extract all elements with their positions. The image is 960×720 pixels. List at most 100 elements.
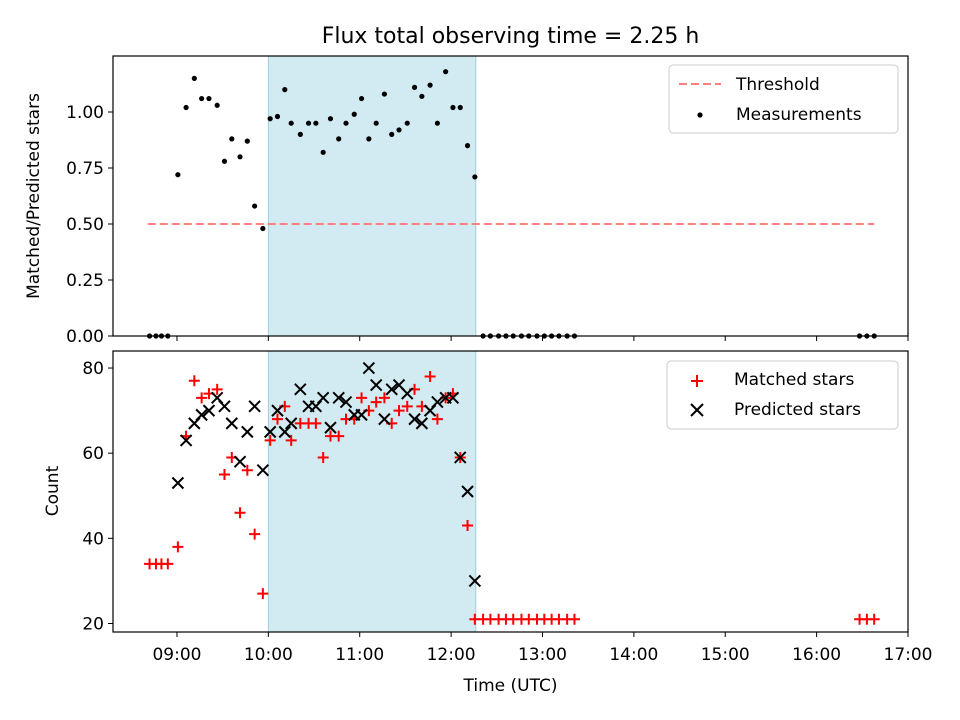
bottom-panel: 20 40 60 80 09:00 10:00 11:00 12:00 13:00 14:00 1… [43,350,933,696]
matched-star-point [241,464,253,476]
predicted-star-point [241,425,254,439]
measurement-point [267,116,273,122]
matched-stars-legend-label: Matched stars [734,370,854,390]
predicted-star-point [256,464,270,477]
top-y-axis-label: Matched/Predicted stars [24,93,44,299]
matched-star-point [285,434,297,446]
x-tick-label: 12:00 [427,645,476,665]
predicted-star-point [218,400,231,413]
matched-star-point [218,468,230,480]
bottom-legend: Matched stars Predicted stars [666,360,899,430]
measurement-point [336,136,342,142]
matched-star-point [356,392,368,404]
matched-star-point [462,520,474,532]
matched-star-point [271,413,283,425]
x-tick-label: 15:00 [701,645,750,665]
x-tick-label: 11:00 [335,645,384,665]
measurement-point [427,82,433,88]
top-observing-window-shade [267,55,477,337]
matched-star-point [172,541,184,553]
measurement-point [327,116,334,122]
measurement-point [175,172,181,178]
x-tick-label: 10:00 [244,645,293,665]
measurement-point [464,143,471,149]
predicted-star-point [171,476,185,490]
predicted-star-point [355,408,368,422]
bottom-legend-box [666,360,899,430]
matched-star-point [401,400,413,412]
predicted-star-point [225,417,239,430]
predicted-star-point [202,404,216,417]
predicted-star-point [431,395,444,409]
matched-star-point [424,371,436,383]
measurement-point [389,131,395,137]
bottom-y-tick-label: 80 [82,359,104,379]
predicted-star-point [454,451,467,464]
bottom-plot-frame [112,350,909,633]
predicted-star-point [446,391,460,405]
matched-star-point [196,392,208,404]
bottom-y-tick-label: 60 [82,444,104,464]
measurement-point [443,69,449,75]
predicted-star-point [339,395,353,409]
matched-star-point [317,451,329,463]
predicted-star-point [195,408,208,422]
predicted-star-point [284,417,298,430]
measurement-point [297,131,303,137]
matched-star-point [310,417,322,429]
measurement-point [274,113,281,120]
measurement-point [411,84,418,90]
top-panel: 0.00 0.25 0.50 0.75 1.00 Matched/Predicted s… [24,55,909,347]
measurement-point [288,120,294,126]
predicted-star-point [248,400,261,413]
measurement-point [260,225,266,232]
matched-star-point [264,434,276,446]
measurement-point [313,120,319,126]
matched-star-point [568,613,580,625]
predicted-star-point [401,387,414,400]
measurement-point [396,127,402,133]
predicted-stars-legend-label: Predicted stars [734,400,861,420]
matched-star-point [211,383,223,395]
measurement-point [320,149,326,155]
predicted-star-point [362,361,376,375]
top-y-tick-label: 0.50 [66,215,104,235]
measurements-legend-swatch [697,112,703,118]
measurement-point [419,93,425,99]
predicted-star-point [385,383,398,396]
predicted-stars-legend-swatch [690,403,704,417]
top-y-tick-label: 0.75 [66,159,104,179]
predicted-star-point [233,455,247,468]
top-y-tick-label: 0.25 [66,271,104,291]
measurement-point [199,95,205,102]
matched-star-point [249,528,261,540]
bottom-x-axis-label: Time (UTC) [463,676,558,696]
measurement-point [450,104,456,111]
measurements-legend-label: Measurements [736,105,862,125]
top-legend: Threshold Measurements [668,64,899,134]
x-tick-label: 16:00 [792,645,841,665]
top-y-tick-label: 0.00 [66,327,104,347]
measurement-point [183,104,189,111]
top-y-tick-label: 1.00 [66,103,104,123]
matched-star-point [378,392,390,404]
measurement-point [252,203,258,209]
measurement-point [358,95,365,102]
predicted-star-point [294,383,307,396]
matched-stars-legend-swatch [691,375,703,387]
predicted-star-point [369,378,383,392]
bottom-y-tick-label: 40 [82,529,104,549]
measurement-point [373,120,379,126]
predicted-star-point [316,391,330,405]
predicted-star-point [408,412,421,426]
measurement-point [472,174,478,180]
measurement-point [244,138,250,144]
matched-star-point [257,588,269,600]
measurement-point [404,120,410,126]
measurement-point [206,95,212,102]
bottom-y-tick-label: 20 [82,614,104,634]
measurement-point [351,111,357,117]
predicted-star-point [378,412,391,426]
measurement-point [237,154,243,160]
